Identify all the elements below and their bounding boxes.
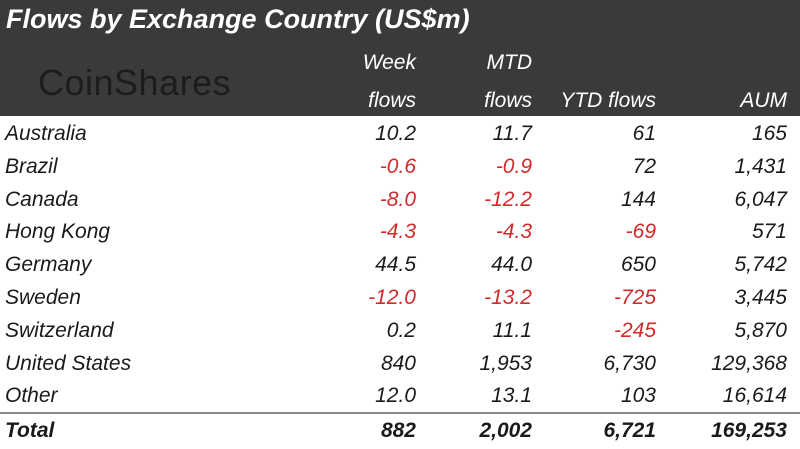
cell-week-flows: 840: [380, 351, 416, 375]
coinshares-logo: CoinShares: [38, 62, 232, 103]
cell-mtd-flows: 1,953: [479, 351, 532, 375]
table-row: Germany 44.5 44.0 650 5,742: [0, 249, 800, 282]
cell-aum: 5,742: [734, 253, 787, 277]
cell-aum: 129,368: [711, 351, 787, 375]
cell-ytd-flows: 650: [620, 253, 656, 277]
cell-mtd-flows: 11.1: [492, 318, 532, 342]
table-row: Brazil -0.6 -0.9 72 1,431: [0, 151, 800, 184]
cell-aum: 571: [751, 220, 787, 244]
cell-ytd-flows: -69: [625, 220, 656, 244]
table-title: Flows by Exchange Country (US$m): [6, 4, 470, 34]
cell-week-flows: -0.6: [379, 154, 416, 178]
cell-ytd-flows: 144: [620, 187, 656, 211]
cell-country: Hong Kong: [5, 220, 111, 244]
table-row: Switzerland 0.2 11.1 -245 5,870: [0, 315, 800, 348]
cell-aum: 1,431: [734, 154, 787, 178]
table-body: Australia 10.2 11.7 61 165 Brazil -0.6 -0.9 72 1,…: [0, 118, 800, 413]
col-week-line1: Week: [362, 51, 416, 74]
cell-week-flows: 0.2: [386, 318, 416, 342]
cell-mtd-flows: 44.0: [491, 253, 532, 277]
col-mtd-line1: MTD: [486, 51, 533, 74]
total-divider: [0, 412, 800, 414]
table-row: Hong Kong -4.3 -4.3 -69 571: [0, 216, 800, 249]
table-row: Australia 10.2 11.7 61 165: [0, 118, 800, 151]
total-row: Total 882 2,002 6,721 169,253: [0, 414, 800, 449]
table-header: Flows by Exchange Country (US$m) CoinSha…: [0, 0, 800, 116]
cell-aum: 165: [751, 122, 787, 145]
table-row: Canada -8.0 -12.2 144 6,047: [0, 184, 800, 217]
cell-week-flows: -8.0: [379, 187, 416, 211]
cell-mtd-flows: 13.1: [491, 384, 532, 408]
col-aum: AUM: [740, 89, 787, 112]
table-row: United States 840 1,953 6,730 129,368: [0, 348, 800, 381]
cell-mtd-flows: -13.2: [484, 285, 532, 309]
cell-aum: 16,614: [722, 384, 787, 408]
total-ytd: 6,721: [603, 419, 656, 442]
total-label: Total: [5, 419, 55, 442]
cell-ytd-flows: 103: [620, 384, 656, 408]
cell-week-flows: 44.5: [375, 253, 416, 277]
total-mtd: 2,002: [479, 419, 532, 442]
cell-ytd-flows: -245: [613, 318, 656, 342]
cell-country: Australia: [5, 122, 87, 145]
col-mtd-line2: flows: [484, 89, 532, 112]
cell-mtd-flows: 11.7: [492, 122, 532, 145]
cell-ytd-flows: -725: [613, 285, 656, 309]
cell-week-flows: 10.2: [375, 122, 416, 145]
cell-ytd-flows: 61: [632, 122, 656, 145]
cell-mtd-flows: -12.2: [484, 187, 532, 211]
cell-mtd-flows: -4.3: [495, 220, 532, 244]
cell-aum: 3,445: [734, 285, 787, 309]
col-ytd: YTD flows: [560, 89, 656, 112]
cell-country: Sweden: [5, 285, 81, 309]
cell-country: Germany: [5, 253, 92, 277]
cell-ytd-flows: 6,730: [603, 351, 656, 375]
cell-week-flows: -12.0: [368, 285, 416, 309]
cell-country: Switzerland: [5, 318, 114, 342]
cell-ytd-flows: 72: [632, 154, 656, 178]
cell-week-flows: 12.0: [375, 384, 416, 408]
cell-mtd-flows: -0.9: [495, 154, 532, 178]
cell-aum: 6,047: [734, 187, 787, 211]
cell-aum: 5,870: [734, 318, 787, 342]
cell-country: Canada: [5, 187, 79, 211]
cell-country: Brazil: [5, 154, 58, 178]
col-week-line2: flows: [368, 89, 416, 112]
total-aum: 169,253: [711, 419, 787, 442]
cell-week-flows: -4.3: [379, 220, 416, 244]
table-row: Sweden -12.0 -13.2 -725 3,445: [0, 282, 800, 315]
cell-country: United States: [5, 351, 132, 375]
table-row: Other 12.0 13.1 103 16,614: [0, 380, 800, 413]
total-week: 882: [380, 419, 416, 442]
cell-country: Other: [5, 384, 58, 408]
